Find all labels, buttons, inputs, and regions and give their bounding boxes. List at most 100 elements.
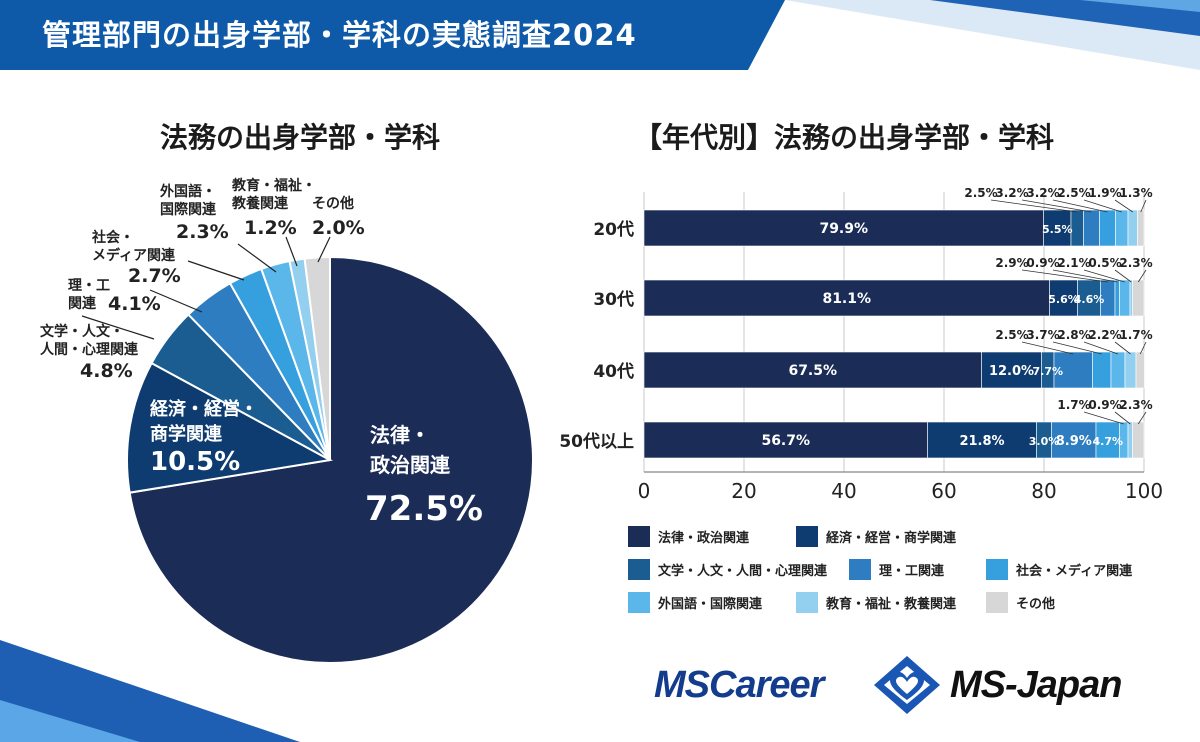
title-banner [0,0,785,70]
pie-label-foreign-name2: 国際関連 [160,201,217,218]
stacked-bar-chart: 20代 79.9% 5.5%2.5%3.2%3.2%2.5%1.9%1.3%30代 8… [560,186,1163,503]
bottom-corner-stripe [0,640,300,742]
corner-stripe-accent [1080,0,1200,12]
bar-segment-edu [1127,209,1138,247]
y-category-label: 40代 [593,361,634,382]
data-label-leader [1114,199,1133,213]
y-category-label: 20代 [593,219,634,240]
legend-label-sci: 理・工関連 [879,564,945,579]
legend-swatch-law [628,526,650,547]
bar-segment-edu [1127,421,1133,459]
data-label-inside: 79.9% [819,221,868,237]
leader-other [317,236,331,263]
pie-label-sci-name1: 理・工 [68,278,110,294]
data-label-inside: 3.0% [1029,435,1060,448]
data-label-leader [1140,199,1147,213]
legend-label-law: 法律・政治関連 [658,531,750,546]
leader-lit [81,315,155,340]
data-label-above: 2.3% [1119,398,1152,412]
legend-item-foreign: 外国語・国際関連 [628,592,796,613]
legend-label-foreign: 外国語・国際関連 [658,597,763,612]
diamond-heart-logo-icon [874,656,940,714]
data-label-leader [990,199,1078,213]
data-label-leader [1021,341,1074,355]
data-label-leader [1083,199,1122,213]
data-label-leader [1052,199,1108,213]
bar-segment-other [1137,209,1145,247]
pie-label-sci-pct: 4.1% [108,293,161,315]
data-label-leader [1137,269,1147,283]
pie-label-lit-pct: 4.8% [80,360,133,382]
legend-swatch-edu [796,592,818,613]
legend-item-edu: 教育・福祉・教養関連 [796,592,986,613]
bar-segment-law [643,279,1050,317]
legend-label-edu: 教育・福祉・教養関連 [826,597,957,612]
pie-label-econ-pct: 10.5% [150,447,240,477]
bar-segment-edu [1124,351,1137,389]
pie-label-law-pct: 72.5% [365,489,483,529]
data-label-inside: 12.0% [989,364,1034,379]
data-label-leader [1083,411,1124,425]
bar-segment-foreign [1115,209,1129,247]
bar-segment-foreign [1110,351,1126,389]
bar-segment-edu [1129,279,1133,317]
legend-swatch-social [986,559,1008,580]
data-label-above: 0.9% [1026,256,1059,270]
pie-chart-title: 法務の出身学部・学科 [160,121,441,154]
pie-label-other-name: その他 [312,195,354,212]
legend-item-law: 法律・政治関連 [628,526,796,547]
pie-label-foreign-pct: 2.3% [176,221,229,243]
x-tick-label: 0 [638,479,651,503]
data-label-above: 3.7% [1026,328,1059,342]
pie-label-edu-name2: 教養関連 [232,195,289,212]
x-tick-label: 40 [831,479,856,503]
corner-stripe-dark [930,0,1200,36]
data-label-above: 2.9% [995,256,1028,270]
legend-label-social: 社会・メディア関連 [1016,564,1133,579]
x-tick-label: 100 [1125,479,1163,503]
data-label-leader [1137,411,1147,425]
data-label-above: 2.5% [1057,186,1090,200]
leader-edu [285,236,298,267]
bar-segment-sci [1053,351,1093,389]
data-label-above: 2.8% [1057,328,1090,342]
pie-label-social-pct: 2.7% [128,265,181,287]
bar-segment-lit [1070,209,1084,247]
leader-social [187,260,245,281]
mscareer-logo: MSCareer [654,664,824,706]
data-label-above: 0.9% [1088,398,1121,412]
chart-legend: 法律・政治関連 経済・経営・商学関連 文学・人文・人間・心理関連 理・工関連 社会… [628,526,1188,613]
pie-label-other-pct: 2.0% [312,217,365,239]
bar-segment-econ [1049,279,1078,317]
data-label-above: 3.2% [995,186,1028,200]
data-label-leader [1083,341,1119,355]
legend-swatch-sci [849,559,872,580]
bar-segment-law [643,351,982,389]
bar-segment-econ [1043,209,1072,247]
bar-segment-other [1132,279,1145,317]
bar-segment-econ [981,351,1042,389]
legend-swatch-econ [796,526,818,547]
legend-item-econ: 経済・経営・商学関連 [796,526,986,547]
legend-label-econ: 経済・経営・商学関連 [826,531,957,546]
legend-spacer [986,526,1176,547]
legend-label-lit: 文学・人文・人間・心理関連 [658,564,828,579]
bar-chart-title: 【年代別】法務の出身学部・学科 [634,121,1055,154]
data-label-above: 1.7% [1119,328,1152,342]
legend-item-other: その他 [986,592,1176,613]
data-label-leader [1114,341,1131,355]
data-label-above: 1.9% [1088,186,1121,200]
data-label-inside: 5.5% [1042,223,1073,236]
data-label-above: 1.3% [1119,186,1152,200]
bar-segment-social [1092,351,1112,389]
data-label-above: 2.5% [964,186,997,200]
ms-japan-logo: MS-Japan [950,664,1122,706]
pie-label-law-name2: 政治関連 [370,453,451,477]
x-tick-label: 20 [731,479,756,503]
leader-sci [149,289,203,313]
legend-swatch-other [986,592,1008,613]
data-label-inside: 4.6% [1074,293,1105,306]
bar-segment-social [1114,279,1120,317]
data-label-leader [1114,411,1131,425]
